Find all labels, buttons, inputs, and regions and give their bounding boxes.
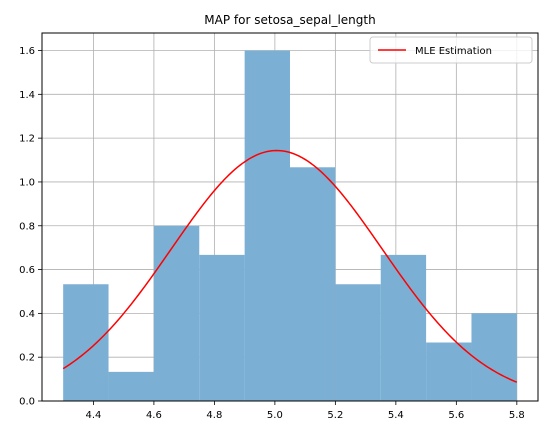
y-tick-label: 1.4 bbox=[19, 90, 35, 101]
y-tick-label: 1.6 bbox=[19, 46, 35, 57]
x-tick-label: 5.4 bbox=[388, 410, 404, 421]
x-tick-label: 5.8 bbox=[509, 410, 525, 421]
y-tick-label: 0.2 bbox=[19, 353, 35, 364]
histogram-bar bbox=[381, 255, 426, 401]
x-tick-label: 4.8 bbox=[206, 410, 222, 421]
histogram-bar bbox=[245, 51, 290, 401]
y-tick-label: 0.8 bbox=[19, 221, 35, 232]
y-tick-label: 1.0 bbox=[19, 177, 35, 188]
y-tick-label: 0.0 bbox=[19, 397, 35, 408]
y-tick-label: 0.6 bbox=[19, 265, 35, 276]
x-tick-label: 4.6 bbox=[146, 410, 162, 421]
histogram-bar bbox=[199, 255, 244, 401]
x-tick-label: 5.2 bbox=[327, 410, 343, 421]
legend-label: MLE Estimation bbox=[415, 46, 492, 57]
y-tick-label: 0.4 bbox=[19, 309, 35, 320]
histogram-bar bbox=[335, 284, 380, 401]
histogram-bar bbox=[154, 226, 199, 401]
x-tick-label: 4.4 bbox=[85, 410, 101, 421]
x-tick-label: 5.0 bbox=[267, 410, 283, 421]
histogram-bar bbox=[63, 284, 108, 401]
histogram-bar bbox=[290, 167, 335, 401]
histogram-bar bbox=[109, 372, 154, 401]
histogram-bar bbox=[426, 343, 471, 401]
legend: MLE Estimation bbox=[370, 37, 532, 63]
y-tick-label: 1.2 bbox=[19, 134, 35, 145]
histogram-bar bbox=[471, 313, 516, 401]
chart-title: MAP for setosa_sepal_length bbox=[204, 13, 375, 27]
x-tick-label: 5.6 bbox=[448, 410, 464, 421]
